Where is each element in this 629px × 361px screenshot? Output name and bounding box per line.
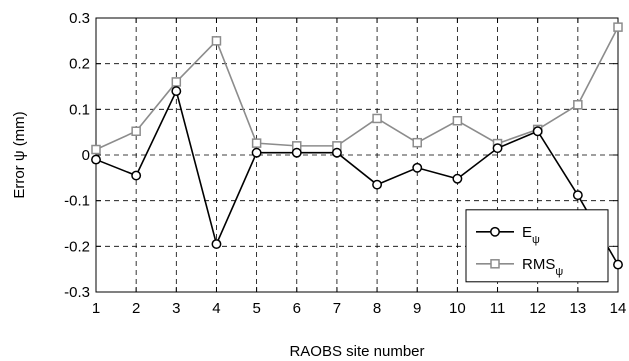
x-tick-label: 6: [293, 300, 301, 317]
legend-marker: [490, 259, 500, 269]
data-point: [131, 170, 142, 181]
legend-box: [465, 209, 609, 283]
y-tick-label: 0.3: [69, 10, 90, 27]
data-point: [572, 190, 583, 201]
data-point: [372, 113, 382, 124]
data-point: [573, 100, 583, 110]
x-tick-label: 2: [132, 300, 140, 317]
y-axis-label: Error ψ (mm): [11, 111, 28, 198]
data-point: [613, 22, 623, 32]
y-tick-label: -0.3: [64, 284, 90, 301]
series-line: [95, 26, 619, 151]
data-point: [412, 137, 422, 148]
data-point: [532, 126, 543, 137]
data-point: [291, 147, 302, 158]
data-point: [251, 138, 262, 148]
data-point: [492, 143, 503, 154]
x-axis-label: RAOBS site number: [289, 343, 424, 360]
legend-entry: RMSψ: [476, 256, 563, 278]
x-tick-label: 11: [490, 300, 506, 317]
data-point: [211, 239, 222, 250]
x-tick-label: 14: [610, 300, 627, 317]
legend-label: RMSψ: [522, 256, 563, 278]
data-point: [613, 259, 623, 270]
data-point: [171, 77, 182, 87]
x-tick-label: 1: [92, 300, 100, 317]
y-tick-label: -0.1: [64, 193, 90, 210]
x-tick-label: 9: [413, 300, 421, 317]
x-tick-label: 4: [212, 300, 220, 317]
x-tick-label: 10: [449, 300, 466, 317]
data-point: [412, 162, 423, 173]
series-layer: [91, 22, 623, 270]
y-tick-label: 0.1: [69, 101, 90, 118]
data-point: [251, 147, 262, 158]
data-point: [452, 173, 463, 184]
y-tick-label: 0.2: [69, 56, 90, 73]
x-tick-label: 12: [529, 300, 546, 317]
ticks: 1 2 3 4 5 6 7 8 9 10 11 12 13 140.30.20.10-0.1-0.2-0.…: [64, 10, 626, 317]
y-tick-label: -0.2: [64, 238, 90, 255]
data-point: [331, 147, 342, 158]
data-point: [452, 116, 463, 126]
x-tick-label: 7: [333, 300, 341, 317]
x-tick-label: 8: [373, 300, 381, 317]
data-point: [91, 154, 101, 165]
x-tick-label: 5: [252, 300, 260, 317]
x-tick-label: 13: [570, 300, 587, 317]
series-line: [95, 88, 619, 266]
series-e: [91, 86, 623, 270]
data-point: [91, 144, 101, 155]
y-tick-label: 0: [82, 147, 90, 164]
data-point: [171, 86, 182, 97]
data-point: [131, 126, 141, 137]
x-tick-label: 3: [172, 300, 180, 317]
data-point: [211, 36, 222, 46]
legend-marker: [490, 226, 500, 237]
data-point: [372, 179, 383, 190]
